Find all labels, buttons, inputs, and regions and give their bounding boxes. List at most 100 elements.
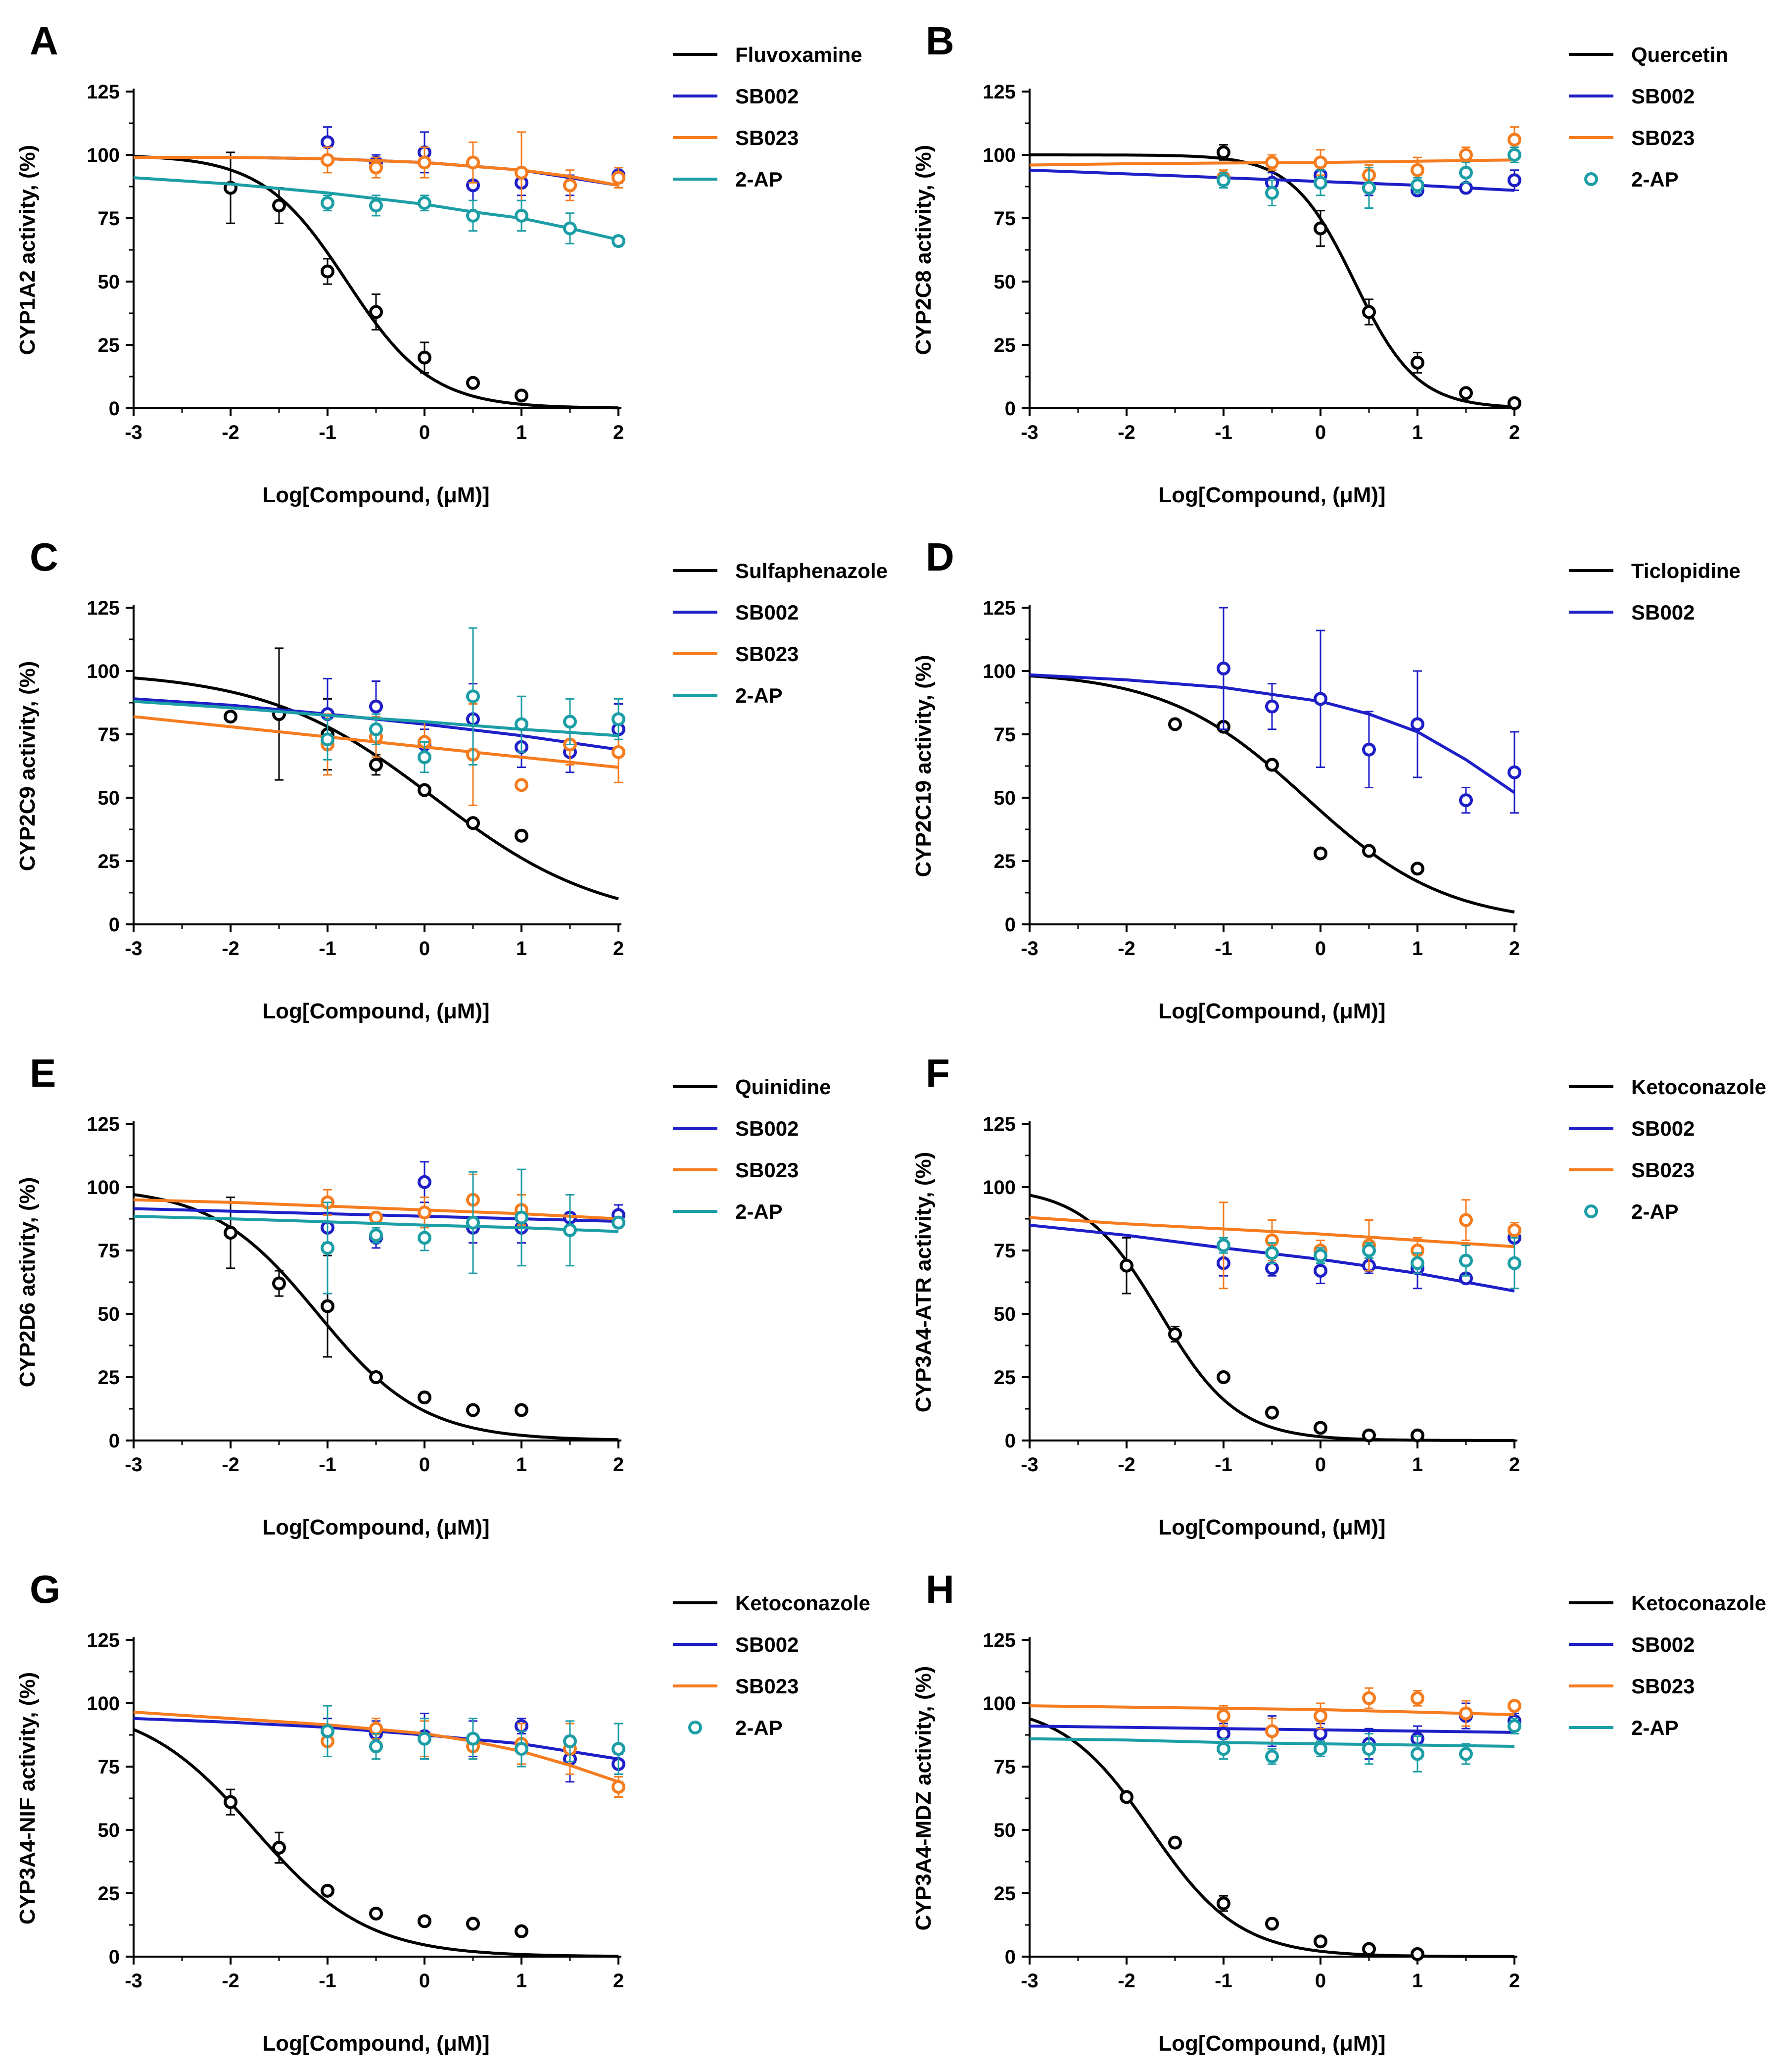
panel-letter-e: E: [30, 1051, 56, 1095]
data-point: [369, 1228, 383, 1243]
x-tick-label: 2: [613, 1454, 624, 1476]
x-tick-label: 0: [1315, 1454, 1326, 1476]
data-point: [612, 1779, 625, 1794]
data-point: [418, 1731, 431, 1746]
series-fluvoxamine: [133, 151, 619, 410]
data-point: [466, 1731, 480, 1746]
data-point: [1459, 148, 1473, 162]
data-point: [1508, 173, 1521, 188]
legend-label: Sulfaphenazole: [735, 559, 888, 582]
data-point: [369, 198, 383, 213]
data-point: [1411, 717, 1424, 731]
data-point: [272, 198, 286, 213]
x-tick-label: -3: [1021, 1970, 1038, 1992]
legend-entry-sb002: SB002: [1569, 1117, 1695, 1140]
x-tick-label: 0: [1315, 1970, 1326, 1992]
data-point: [1508, 1223, 1521, 1238]
x-tick-label: -2: [1118, 938, 1135, 960]
series-2-ap: [1217, 146, 1521, 209]
y-tick-label: 25: [994, 1883, 1016, 1905]
fit-line-2-ap: [1029, 1737, 1515, 1748]
y-tick-label: 125: [983, 597, 1016, 619]
data-point: [1265, 1917, 1279, 1931]
data-point: [1217, 1370, 1230, 1384]
y-tick-label: 50: [994, 1303, 1016, 1325]
data-point: [1362, 742, 1376, 757]
legend-label: Ketoconazole: [1631, 1591, 1766, 1615]
data-point: [1508, 1719, 1521, 1733]
data-point: [321, 732, 334, 747]
x-axis-title: Log[Compound, (μM)]: [262, 2031, 489, 2056]
panel-letter-a: A: [30, 19, 58, 63]
data-point: [612, 1215, 625, 1230]
data-point: [1314, 1421, 1327, 1435]
legend-entry-2-ap: 2-AP: [673, 684, 783, 707]
legend-entry-ketoconazole: Ketoconazole: [1569, 1075, 1766, 1099]
x-tick-label: -2: [222, 1970, 239, 1992]
y-tick-label: 50: [994, 787, 1016, 809]
legend-label: SB023: [735, 642, 799, 666]
data-point: [1314, 221, 1327, 236]
data-point: [1459, 181, 1473, 195]
series-sb002: [1029, 607, 1521, 814]
x-axis-title: Log[Compound, (μM)]: [1158, 2031, 1385, 2056]
data-point: [1314, 1727, 1327, 1741]
legend-entry-sb023: SB023: [1569, 1158, 1695, 1182]
x-axis-title: Log[Compound, (μM)]: [262, 483, 489, 507]
series-2-ap: [133, 176, 625, 248]
y-tick-label: 50: [98, 271, 120, 293]
fit-line-sb002: [1029, 673, 1515, 794]
data-point: [1314, 176, 1327, 190]
series-sb023: [133, 1710, 625, 1798]
x-tick-label: -2: [1118, 422, 1135, 443]
x-tick-label: -2: [222, 938, 239, 960]
x-tick-label: -3: [1021, 938, 1038, 960]
data-point: [1217, 1238, 1230, 1252]
data-point: [272, 1840, 286, 1855]
data-point: [466, 689, 480, 704]
y-tick-label: 100: [87, 144, 120, 166]
x-tick-label: 1: [516, 1970, 527, 1992]
x-tick-label: -1: [1215, 422, 1232, 443]
fit-line-fluvoxamine: [133, 155, 619, 410]
x-tick-label: 1: [1412, 422, 1423, 443]
fit-line-sb023: [133, 1198, 619, 1220]
data-point: [1314, 846, 1327, 861]
legend-entry-sulfaphenazole: Sulfaphenazole: [673, 559, 888, 582]
x-tick-label: -1: [1215, 1970, 1232, 1992]
data-point: [1168, 1835, 1182, 1850]
x-tick-label: -2: [222, 1454, 239, 1476]
data-point: [1508, 148, 1521, 162]
legend-entry-2-ap: 2-AP: [688, 1716, 783, 1739]
data-point: [1314, 1934, 1327, 1949]
series-sb023: [1029, 1687, 1521, 1745]
legend-entry-sb023: SB023: [673, 1675, 799, 1698]
series-2-ap: [133, 1168, 625, 1295]
fit-line-sb023: [133, 1710, 619, 1783]
fit-line-sb023: [1029, 1704, 1515, 1716]
data-point: [466, 1215, 480, 1230]
x-tick-label: 1: [516, 422, 527, 443]
y-tick-label: 0: [1005, 1430, 1016, 1452]
x-tick-label: 1: [1412, 938, 1423, 960]
legend-label: SB002: [735, 1117, 799, 1140]
data-point: [418, 1205, 431, 1220]
x-axis-title: Log[Compound, (μM)]: [262, 1515, 489, 1539]
y-tick-label: 75: [98, 1756, 120, 1778]
x-tick-label: 0: [419, 938, 430, 960]
data-point: [1314, 1709, 1327, 1723]
y-tick-label: 0: [1005, 1946, 1016, 1968]
legend-entry-sb023: SB023: [673, 642, 799, 666]
x-tick-label: 0: [419, 422, 430, 443]
legend-label: SB023: [735, 1158, 799, 1182]
data-point: [515, 1742, 528, 1756]
x-tick-label: -2: [1118, 1454, 1135, 1476]
legend-label: 2-AP: [735, 168, 783, 191]
y-tick-label: 50: [994, 271, 1016, 293]
series-ketoconazole: [1029, 1194, 1515, 1442]
chart-svg-c: C 0 25 50 75 100 125 -3 -2 -1 0 1 2 Log[Compound, (μM…: [15, 535, 888, 1023]
data-point: [369, 1722, 383, 1736]
data-point: [1362, 844, 1376, 858]
legend-label: Fluvoxamine: [735, 43, 862, 66]
data-point: [1459, 1706, 1473, 1721]
